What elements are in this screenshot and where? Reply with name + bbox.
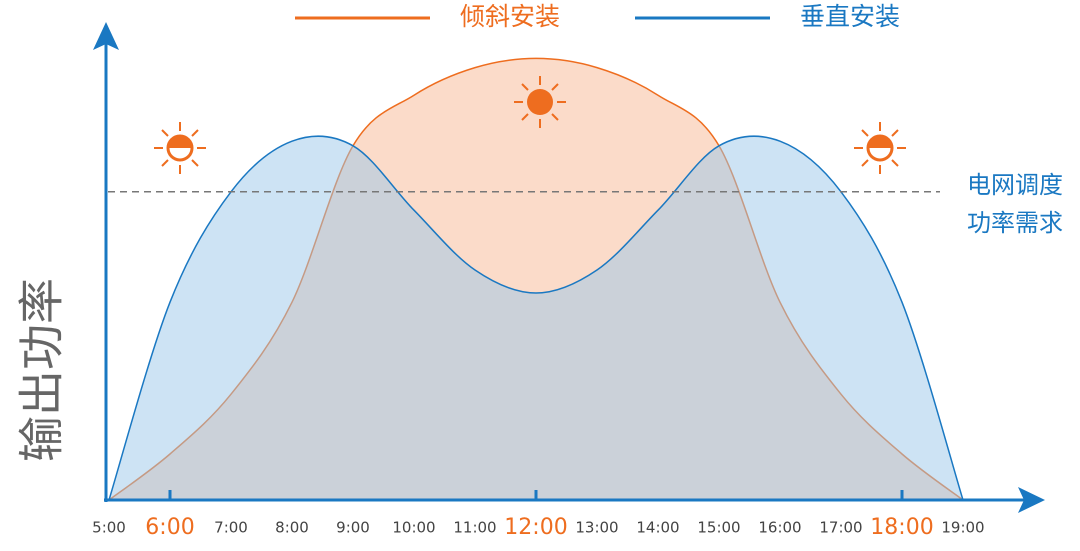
x-tick-label: 18:00 — [870, 515, 933, 540]
x-tick-label: 9:00 — [336, 519, 370, 537]
sun-icon — [513, 75, 567, 129]
legend-label: 倾斜安装 — [460, 2, 560, 31]
x-tick-label: 19:00 — [941, 519, 984, 537]
x-tick-label: 5:00 — [92, 519, 126, 537]
line — [108, 135, 964, 501]
x-tick-label: 7:00 — [214, 519, 248, 537]
x-tick-label: 13:00 — [575, 519, 618, 537]
y-axis-label: 输出功率 — [15, 278, 69, 462]
sun-icon — [153, 121, 207, 175]
area — [109, 136, 963, 500]
x-tick-label: 10:00 — [392, 519, 435, 537]
x-tick-label: 14:00 — [636, 519, 679, 537]
x-tick-label: 11:00 — [453, 519, 496, 537]
annotation: 电网调度 — [967, 171, 1063, 199]
x-tick-label: 15:00 — [697, 519, 740, 537]
legend-label: 垂直安装 — [800, 2, 900, 31]
x-tick-label: 17:00 — [819, 519, 862, 537]
y-axis-arrow — [93, 22, 119, 50]
sun-icon — [853, 121, 907, 175]
x-tick-label: 6:00 — [145, 515, 194, 540]
x-axis-arrow — [1018, 487, 1045, 513]
annotation: 功率需求 — [967, 209, 1063, 237]
x-tick-label: 8:00 — [275, 519, 309, 537]
x-tick-label: 16:00 — [758, 519, 801, 537]
x-tick-label: 12:00 — [504, 515, 567, 540]
